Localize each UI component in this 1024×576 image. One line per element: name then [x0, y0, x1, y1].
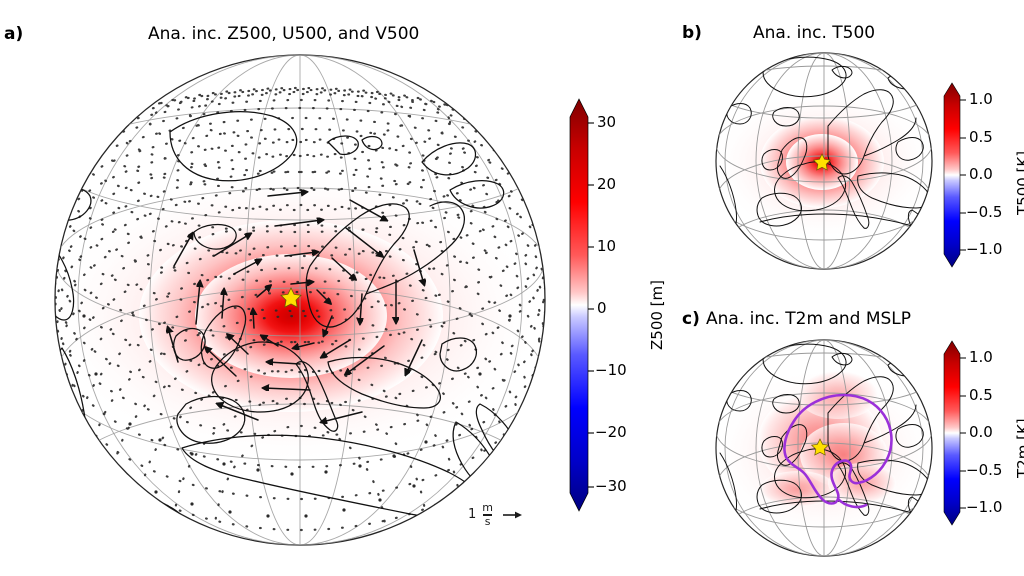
colorbar-a-tick-6: −30 [595, 477, 627, 495]
colorbar-a [569, 98, 594, 512]
panel-a-tag: a) [4, 24, 24, 44]
colorbar-a-tick-1: 20 [597, 175, 617, 193]
colorbar-c-tick-2: 0.0 [969, 423, 993, 441]
graticule-lon-a [77, 55, 523, 545]
panel-b-globe [715, 52, 933, 270]
colorbar-b-tick-4: −1.0 [966, 240, 1003, 258]
colorbar-a-tick-2: 10 [597, 237, 617, 255]
colorbar-b [943, 82, 966, 268]
colorbar-a-label: Z500 [m] [648, 280, 666, 350]
colorbar-c [943, 340, 966, 526]
quiver-key-arrow-icon [503, 511, 522, 519]
panel-a-title: Ana. inc. Z500, U500, and V500 [148, 24, 420, 44]
colorbar-b-tick-1: 0.5 [969, 128, 993, 146]
quiver-key-numerator: m [482, 501, 493, 514]
mslp-contour-c [783, 393, 893, 509]
panel-c-globe [715, 339, 933, 557]
shading-a [55, 168, 545, 464]
quiver-key-unit: m s [482, 501, 493, 528]
grid-dot-field-a [82, 314, 512, 518]
quiver-key-denominator: s [484, 514, 491, 528]
star-marker-b [812, 153, 832, 171]
fraction-bar [483, 514, 493, 516]
star-marker-a [280, 287, 302, 308]
panel-c-title: Ana. inc. T2m and MSLP [706, 309, 912, 329]
coastlines-b [716, 56, 932, 255]
colorbar-a-tick-5: −20 [595, 423, 627, 441]
colorbar-c-tick-0: 1.0 [969, 348, 993, 366]
panel-b-tag: b) [682, 23, 702, 43]
quiver-field-a [168, 192, 424, 422]
colorbar-a-tick-0: 30 [597, 113, 617, 131]
colorbar-a-tick-3: 0 [597, 299, 607, 317]
quiver-key-value: 1 [468, 507, 477, 523]
colorbar-c-tick-3: −0.5 [966, 461, 1003, 479]
colorbar-c-tick-4: −1.0 [966, 498, 1003, 516]
panel-a-globe [54, 54, 546, 546]
colorbar-b-tick-0: 1.0 [969, 90, 993, 108]
colorbar-c-tick-1: 0.5 [969, 386, 993, 404]
colorbar-b-label: T500 [K] [1014, 150, 1024, 215]
star-marker-c [810, 438, 830, 456]
quiver-key-a: 1 m s [468, 501, 525, 528]
panel-c-tag: c) [682, 309, 700, 329]
colorbar-b-tick-2: 0.0 [969, 165, 993, 183]
colorbar-b-tick-3: −0.5 [966, 203, 1003, 221]
panel-b-title: Ana. inc. T500 [753, 23, 876, 43]
colorbar-c-label: T2m [K] [1014, 418, 1024, 478]
colorbar-a-tick-4: −10 [595, 361, 627, 379]
